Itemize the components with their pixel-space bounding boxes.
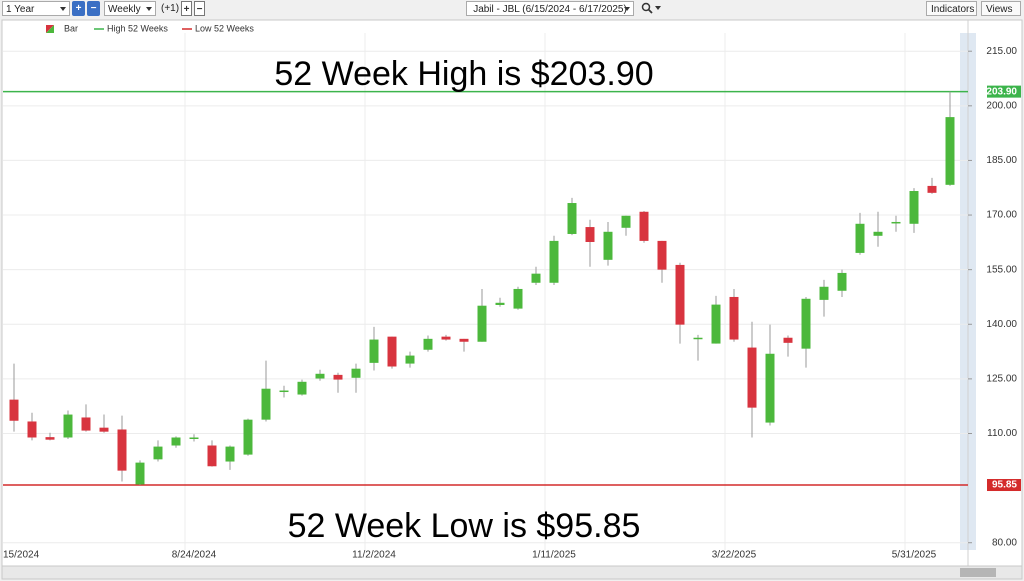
candle-body [387, 336, 397, 367]
candle-body [909, 191, 919, 224]
candle-body [279, 390, 289, 393]
x-tick-label: 3/22/2025 [712, 550, 757, 561]
candle-body [621, 215, 631, 228]
period-select[interactable]: 1 Year [2, 1, 70, 16]
candle-body [45, 437, 55, 440]
candle-body [63, 414, 73, 438]
candle-body [405, 355, 415, 364]
candle-body [351, 368, 361, 378]
candle-body [261, 388, 271, 420]
y-tick-label: 110.00 [987, 428, 1017, 439]
zoom-in[interactable]: + [72, 1, 85, 16]
candle-body [801, 298, 811, 349]
legend-label: High 52 Weeks [107, 23, 168, 33]
candle-body [549, 240, 559, 283]
candle-body [855, 223, 865, 253]
hline-label-box [987, 85, 1021, 98]
candle-body [441, 336, 451, 340]
candle-body [945, 117, 955, 185]
search-button[interactable] [640, 1, 662, 16]
chart-panel [1, 19, 1023, 567]
candle-body [99, 427, 109, 432]
candle-body [639, 211, 649, 241]
x-tick-label: 15/2024 [3, 550, 40, 561]
views-button[interactable]: Views [981, 1, 1021, 16]
symbol-field[interactable]: Jabil - JBL (6/15/2024 - 6/17/2025) [466, 1, 634, 16]
candle-body [153, 446, 163, 460]
legend-bar-icon-up [46, 25, 54, 33]
candle-body [81, 417, 91, 431]
candle-body [747, 347, 757, 408]
candle-body [9, 399, 19, 421]
candle-body [315, 373, 325, 379]
candle-body [693, 337, 703, 340]
search-icon [641, 2, 661, 14]
hline-label: 203.90 [986, 86, 1017, 97]
legend-bar-icon-down [46, 25, 54, 33]
candle-body [585, 227, 595, 242]
y-tick-label: 170.00 [986, 210, 1017, 221]
x-tick-label: 8/24/2024 [172, 550, 217, 561]
candle-body [819, 286, 829, 300]
candle-body [225, 446, 235, 462]
candle-body [477, 305, 487, 342]
offset-plus[interactable]: + [181, 1, 192, 16]
candle-body [297, 381, 307, 395]
candle-body [171, 437, 181, 446]
y-tick-label: 185.00 [986, 155, 1017, 166]
scroll-thumb[interactable] [960, 568, 996, 577]
candle-body [927, 185, 937, 193]
zoom-out[interactable]: − [87, 1, 100, 16]
annotation: 52 Week High is $203.90 [274, 55, 653, 93]
scrollbar[interactable] [1, 565, 1023, 580]
candle-body [711, 304, 721, 344]
candle-body [603, 231, 613, 260]
candle-body [783, 337, 793, 343]
candle-body [675, 264, 685, 325]
candle-body [459, 338, 469, 342]
candle-body [513, 288, 523, 309]
candle-body [873, 231, 883, 236]
y-tick-label: 200.00 [986, 100, 1017, 111]
offset: (+1) [161, 3, 180, 14]
indicators-button[interactable]: Indicators [926, 1, 977, 16]
offset-minus[interactable]: − [194, 1, 205, 16]
candle-body [135, 462, 145, 485]
candle-body [207, 445, 217, 467]
x-tick-label: 5/31/2025 [892, 550, 937, 561]
candle-body [117, 429, 127, 471]
candle-body [657, 240, 667, 270]
hline-label: 95.85 [992, 480, 1017, 491]
candle-body [837, 272, 847, 291]
candle-body [189, 437, 199, 439]
y-tick-label: 140.00 [986, 319, 1017, 330]
candle-body [765, 353, 775, 423]
legend-label: Bar [64, 23, 78, 33]
y-tick-label: 125.00 [986, 374, 1017, 385]
x-tick-label: 11/2/2024 [352, 550, 396, 561]
candle-body [729, 296, 739, 340]
candle-body [423, 338, 433, 350]
y-tick-label: 215.00 [986, 46, 1017, 57]
y-tick-label: 80.00 [992, 537, 1017, 548]
candle-body [567, 203, 577, 234]
candle-body [369, 339, 379, 363]
current-bar-highlight [960, 33, 976, 550]
x-tick-label: 1/11/2025 [532, 550, 576, 561]
legend-label: Low 52 Weeks [195, 23, 254, 33]
candle-body [243, 419, 253, 455]
candle-body [27, 421, 37, 438]
candle-body [333, 374, 343, 380]
annotation: 52 Week Low is $95.85 [288, 507, 641, 545]
interval-select[interactable]: Weekly [104, 1, 156, 16]
candle-body [531, 273, 541, 283]
y-tick-label: 155.00 [986, 264, 1017, 275]
candle-body [495, 302, 505, 305]
candle-body [891, 221, 901, 224]
hline-label-box [987, 479, 1021, 492]
